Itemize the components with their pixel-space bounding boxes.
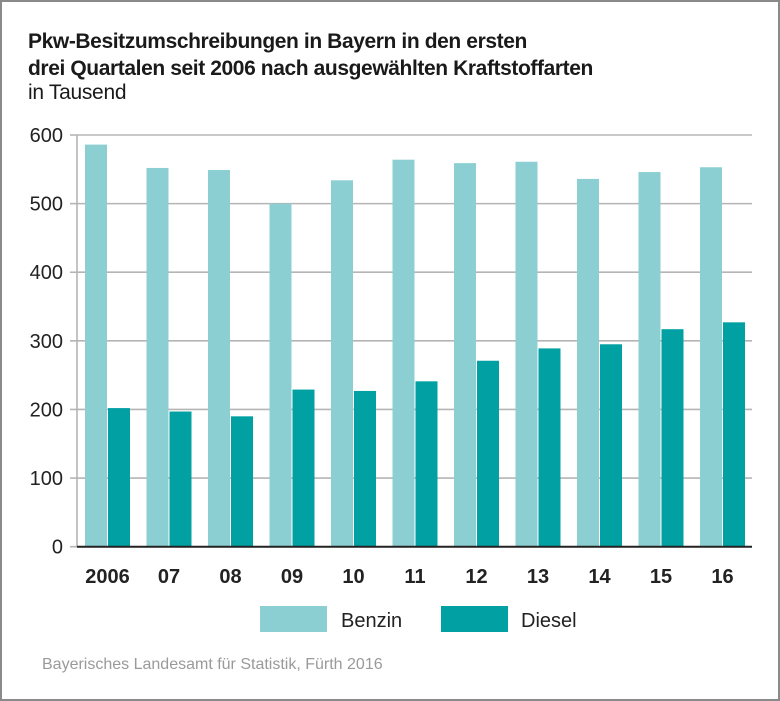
y-tick-label: 100 xyxy=(30,468,63,490)
bar-diesel-16 xyxy=(723,322,745,547)
x-tick-label: 11 xyxy=(404,566,425,588)
bar-benzin-12 xyxy=(454,163,476,547)
legend-label-diesel: Diesel xyxy=(521,610,577,632)
x-tick-label: 14 xyxy=(588,566,611,588)
bar-benzin-2006 xyxy=(85,144,107,547)
legend-label-benzin: Benzin xyxy=(341,610,402,632)
x-tick-label: 2006 xyxy=(85,566,130,588)
x-tick-label: 08 xyxy=(219,566,241,588)
bar-diesel-14 xyxy=(600,344,622,547)
chart-title-line-1: Pkw-Besitzumschreibungen in Bayern in de… xyxy=(28,30,527,53)
bar-benzin-09 xyxy=(269,203,292,547)
legend-swatch-diesel xyxy=(441,606,508,632)
chart-title: Pkw-Besitzumschreibungen in Bayern in de… xyxy=(28,28,593,82)
y-tick-label: 400 xyxy=(30,262,63,284)
y-tick-label: 600 xyxy=(30,125,63,147)
legend: Benzin Diesel xyxy=(260,606,577,632)
x-tick-label: 12 xyxy=(465,566,487,588)
chart-unit-subtitle: in Tausend xyxy=(28,81,127,104)
bar-diesel-07 xyxy=(169,411,192,547)
bar-diesel-15 xyxy=(661,329,684,547)
y-tick-label: 300 xyxy=(30,331,63,353)
y-tick-label: 200 xyxy=(30,399,63,421)
x-tick-label: 16 xyxy=(711,566,733,588)
bar-benzin-07 xyxy=(146,167,169,547)
y-tick-label: 0 xyxy=(52,537,63,559)
y-tick-label: 500 xyxy=(30,194,63,216)
bar-diesel-13 xyxy=(538,348,561,547)
bar-benzin-13 xyxy=(515,161,538,547)
bar-diesel-10 xyxy=(354,390,376,547)
axes: 0 100 200 300 400 500 600 2006 07 08 09 10 11 12 13 14 1… xyxy=(30,125,752,588)
bar-diesel-09 xyxy=(292,389,315,547)
bars xyxy=(85,144,745,547)
chart-title-line-2: drei Quartalen seit 2006 nach ausgewählt… xyxy=(28,57,593,80)
bar-benzin-14 xyxy=(577,178,599,547)
x-tick-label: 13 xyxy=(527,566,549,588)
bar-diesel-12 xyxy=(477,360,499,547)
x-tick-label: 07 xyxy=(158,566,180,588)
x-tick-label: 10 xyxy=(342,566,364,588)
bar-benzin-10 xyxy=(331,180,353,547)
source-note: Bayerisches Landesamt für Statistik, Für… xyxy=(42,656,383,673)
bar-benzin-15 xyxy=(638,172,661,547)
bar-benzin-08 xyxy=(208,169,230,547)
legend-swatch-benzin xyxy=(260,606,327,632)
bar-benzin-16 xyxy=(700,167,722,547)
bar-diesel-2006 xyxy=(108,408,130,547)
bar-diesel-08 xyxy=(231,416,253,547)
bar-benzin-11 xyxy=(392,159,415,547)
x-tick-label: 09 xyxy=(281,566,303,588)
bar-diesel-11 xyxy=(415,381,438,547)
x-tick-label: 15 xyxy=(650,566,672,588)
